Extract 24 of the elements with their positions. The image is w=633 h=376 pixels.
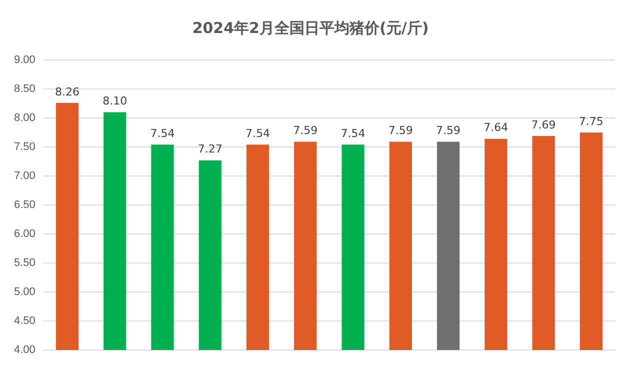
y-tick-label: 4.50 xyxy=(14,315,36,328)
data-label: 8.10 xyxy=(102,94,128,108)
y-tick-label: 7.50 xyxy=(14,141,36,154)
data-label: 7.59 xyxy=(293,124,318,138)
y-tick-label: 9.00 xyxy=(14,54,36,66)
data-label: 7.54 xyxy=(150,127,175,140)
y-tick-label: 4.00 xyxy=(14,344,36,356)
data-label: 7.64 xyxy=(484,121,508,134)
data-label: 7.54 xyxy=(340,127,366,140)
y-tick-label: 6.00 xyxy=(14,228,36,240)
data-label: 7.27 xyxy=(198,142,222,156)
data-label: 7.59 xyxy=(436,124,461,138)
data-label: 8.26 xyxy=(54,85,80,98)
y-tick-label: 5.50 xyxy=(14,257,36,270)
chart-title: 2024年2月全国日平均猪价(元/斤) xyxy=(192,18,429,37)
y-tick-label: 8.00 xyxy=(14,112,36,124)
data-label: 7.69 xyxy=(531,118,556,132)
y-tick-label: 7.00 xyxy=(14,170,36,182)
y-tick-label: 6.50 xyxy=(14,199,36,212)
data-label: 7.59 xyxy=(388,124,413,138)
data-label: 7.75 xyxy=(578,114,604,128)
data-label: 7.54 xyxy=(246,127,270,140)
y-tick-label: 5.00 xyxy=(14,286,36,298)
y-tick-label: 8.50 xyxy=(14,83,36,96)
